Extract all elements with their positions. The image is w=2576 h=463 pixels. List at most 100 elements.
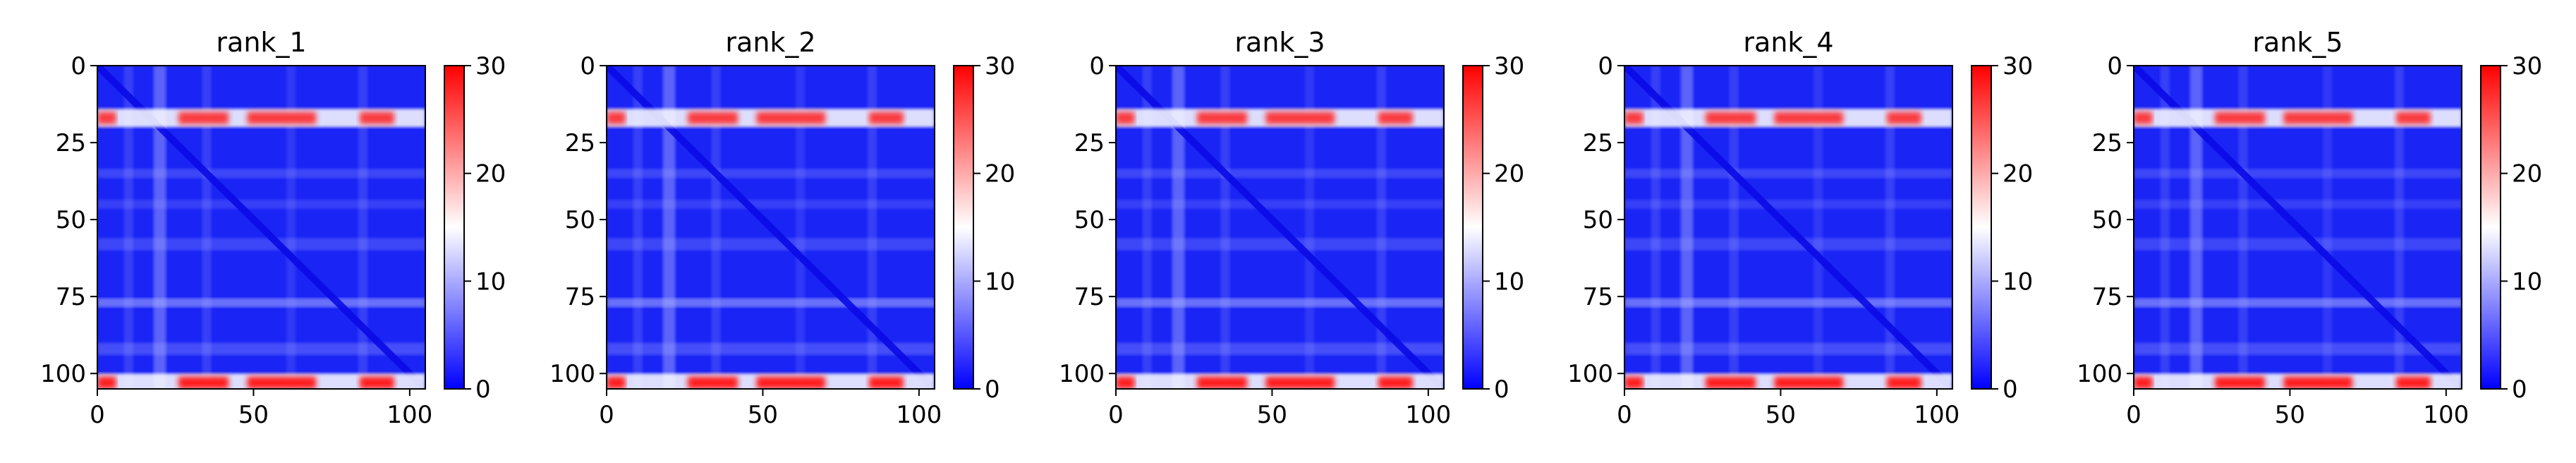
- heatmap-hotspot: [1116, 376, 1135, 389]
- heatmap-band: [1172, 66, 1185, 389]
- x-tick-label: 100: [387, 401, 432, 429]
- y-tick-label: 0: [2107, 52, 2122, 80]
- chart-title: rank_2: [725, 27, 815, 58]
- heatmap-hotspot: [97, 112, 116, 124]
- y-tick-label: 0: [1598, 52, 1613, 80]
- heatmap-band: [2134, 342, 2462, 356]
- heatmap-hotspot: [360, 376, 394, 389]
- heatmap-band: [662, 66, 676, 389]
- heatmap-band: [633, 66, 643, 389]
- heatmap-hotspot: [607, 376, 626, 389]
- heatmap-band: [607, 342, 935, 356]
- colorbar-tick-label: 10: [2512, 267, 2542, 296]
- colorbar: [1462, 65, 1483, 390]
- heatmap-band: [607, 169, 935, 179]
- y-tick-label: 25: [2092, 129, 2122, 157]
- heatmap-band: [1885, 66, 1895, 389]
- heatmap-hotspot: [869, 112, 904, 124]
- heatmap-hotspot: [1624, 376, 1644, 389]
- colorbar-tick-label: 20: [2003, 160, 2033, 188]
- heatmap-band: [1813, 66, 1823, 389]
- heatmap-band: [1116, 298, 1444, 308]
- heatmap-image: [97, 66, 425, 389]
- colorbar-tick-label: 0: [985, 375, 1000, 404]
- heatmap-band: [1116, 238, 1444, 251]
- y-tick-label: 75: [2092, 283, 2122, 311]
- heatmap-band: [1651, 66, 1660, 389]
- colorbar: [444, 65, 465, 390]
- colorbar-tick-label: 30: [475, 52, 506, 80]
- chart-title: rank_3: [1234, 27, 1325, 58]
- heatmap-hotspot: [756, 112, 825, 124]
- heatmap-band: [1624, 169, 1952, 179]
- heatmap-hotspot: [688, 376, 738, 389]
- heatmap-band: [711, 66, 721, 389]
- heatmap-hotspot: [1706, 112, 1756, 124]
- heatmap-band: [97, 342, 425, 356]
- y-tick-label: 100: [1059, 360, 1105, 388]
- heatmap-band: [2160, 66, 2170, 389]
- axes-frame: [97, 65, 426, 390]
- y-tick-label: 100: [549, 360, 595, 388]
- colorbar-tick-label: 30: [2512, 52, 2542, 80]
- y-tick-label: 0: [71, 52, 86, 80]
- heatmap-image: [607, 66, 935, 389]
- y-tick-label: 75: [565, 283, 595, 311]
- colorbar-tick-label: 0: [2512, 375, 2527, 404]
- chart-title: rank_4: [1743, 27, 1833, 58]
- y-tick-label: 75: [1583, 283, 1613, 311]
- heatmap-band: [1220, 66, 1230, 389]
- heatmap-hotspot: [756, 376, 825, 389]
- heatmap-band: [607, 238, 935, 251]
- y-tick-label: 0: [580, 52, 595, 80]
- colorbar-tick-label: 10: [1494, 267, 1524, 296]
- heatmap-hotspot: [2134, 376, 2153, 389]
- heatmap-band: [97, 298, 425, 308]
- heatmap-band: [1116, 169, 1444, 179]
- x-tick-label: 100: [1405, 401, 1451, 429]
- heatmap-band: [2134, 298, 2462, 308]
- x-tick-label: 0: [599, 401, 614, 429]
- y-tick-label: 50: [2092, 206, 2122, 234]
- heatmap-band: [1624, 298, 1952, 308]
- heatmap-hotspot: [97, 376, 116, 389]
- heatmap-hotspot: [1887, 112, 1921, 124]
- x-tick-label: 50: [1257, 401, 1287, 429]
- x-tick-label: 50: [1766, 401, 1796, 429]
- y-tick-label: 25: [56, 129, 86, 157]
- colorbar-tick-label: 0: [1494, 375, 1509, 404]
- heatmap-hotspot: [2134, 112, 2153, 124]
- heatmap-hotspot: [1265, 112, 1335, 124]
- heatmap-band: [286, 66, 296, 389]
- heatmap-band: [795, 66, 806, 389]
- heatmap-hotspot: [1706, 376, 1756, 389]
- colorbar: [953, 65, 974, 390]
- heatmap-image: [2134, 66, 2462, 389]
- y-tick-label: 75: [56, 283, 86, 311]
- heatmap-hotspot: [178, 376, 229, 389]
- colorbar-tick-label: 30: [2003, 52, 2033, 80]
- heatmap-hotspot: [1378, 376, 1413, 389]
- y-tick-label: 100: [40, 360, 86, 388]
- y-tick-label: 75: [1074, 283, 1105, 311]
- heatmap-hotspot: [2396, 376, 2431, 389]
- x-tick-label: 0: [1108, 401, 1124, 429]
- heatmap-band: [97, 238, 425, 251]
- heatmap-band: [97, 169, 425, 179]
- heatmap-hotspot: [1116, 112, 1135, 124]
- heatmap-band: [867, 66, 877, 389]
- y-tick-label: 0: [1089, 52, 1105, 80]
- heatmap-hotspot: [1265, 376, 1335, 389]
- chart-title: rank_5: [2252, 27, 2343, 58]
- colorbar-tick-label: 10: [985, 267, 1015, 296]
- x-tick-label: 100: [2423, 401, 2469, 429]
- colorbar-tick-label: 20: [1494, 160, 1524, 188]
- heatmap-hotspot: [869, 376, 904, 389]
- heatmap-band: [123, 66, 133, 389]
- y-tick-label: 50: [1074, 206, 1105, 234]
- colorbar-tick-label: 10: [475, 267, 506, 296]
- heatmap-hotspot: [688, 112, 738, 124]
